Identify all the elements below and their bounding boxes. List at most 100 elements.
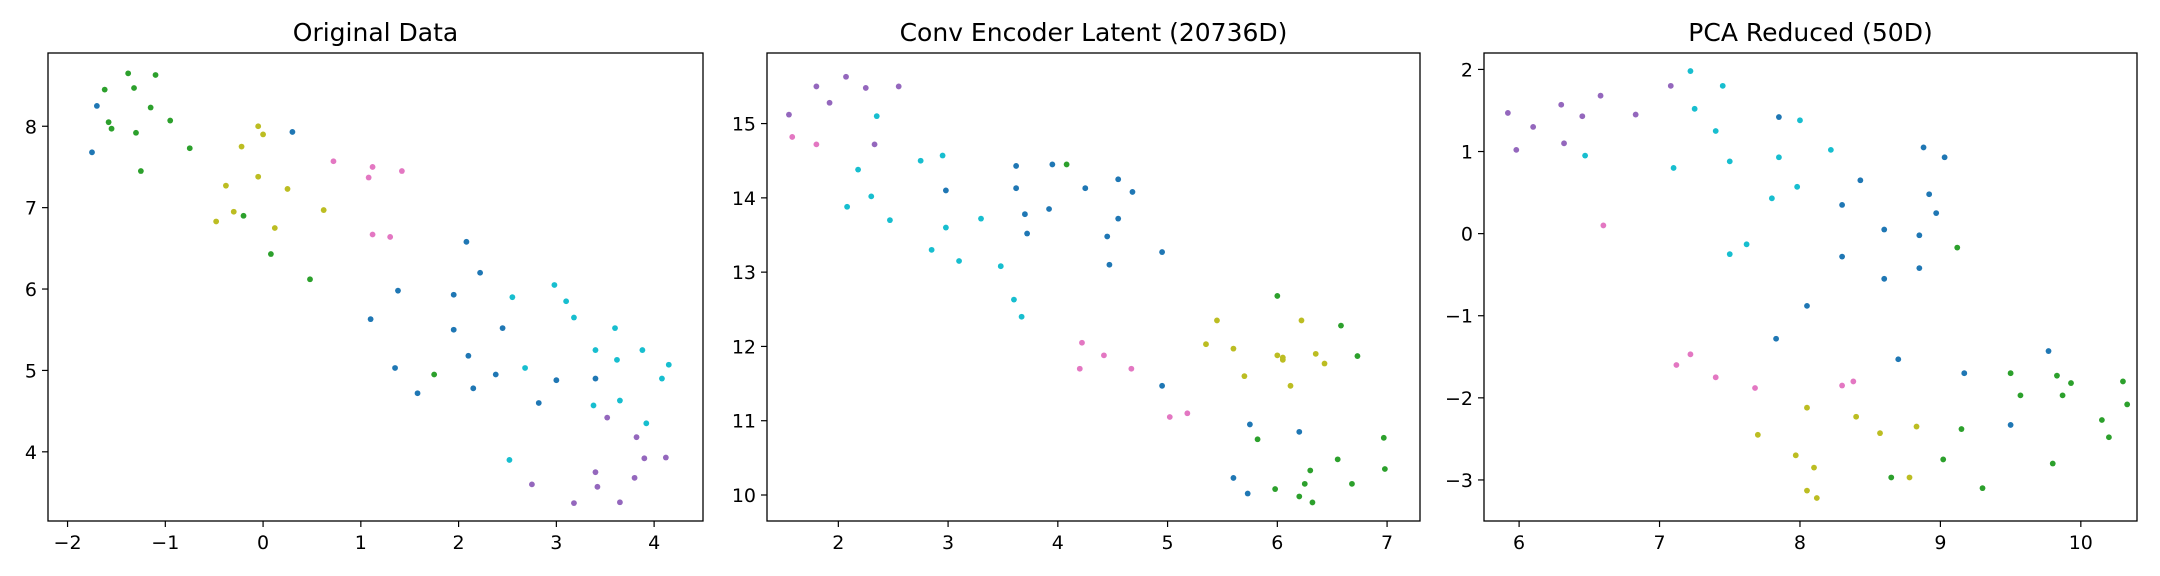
x-tick-label: 6 [1513, 532, 1525, 554]
data-point [592, 375, 599, 382]
data-point [2120, 378, 2126, 385]
data-point [590, 402, 597, 409]
data-point [633, 434, 640, 441]
data-point [93, 103, 100, 109]
data-point [1241, 373, 1248, 380]
data-point [470, 385, 477, 392]
y-tick-label: 2 [1461, 59, 1473, 81]
data-point [1022, 211, 1028, 218]
data-point [284, 186, 291, 192]
x-tick-label: 4 [1052, 532, 1064, 554]
data-point [862, 85, 869, 91]
data-point [2106, 434, 2112, 441]
y-tick-label: 15 [732, 114, 756, 136]
data-point [1214, 317, 1220, 324]
data-point [1230, 475, 1237, 481]
data-point [369, 164, 376, 170]
data-point [786, 111, 792, 118]
data-point [614, 356, 620, 363]
data-point [1230, 345, 1237, 352]
y-tick-label: 8 [25, 116, 37, 138]
data-point [450, 291, 457, 298]
data-point [1274, 293, 1281, 299]
data-point [612, 325, 618, 332]
data-point [1309, 499, 1316, 506]
y-tick-label: 12 [732, 336, 756, 358]
data-point [1712, 374, 1719, 381]
data-point [101, 86, 108, 93]
y-tick-label: 4 [25, 442, 37, 464]
data-point [1687, 351, 1694, 358]
data-point [2007, 422, 2014, 428]
x-tick-label: 6 [1271, 532, 1283, 554]
data-point [1274, 352, 1281, 359]
data-point [1018, 313, 1025, 320]
data-point [330, 158, 337, 165]
data-point [553, 377, 560, 384]
data-point [1881, 275, 1888, 282]
subplot-3: PCA Reduced (50D) 6 7 8 9 10 −3 −2 −1 0 1 2 [1445, 18, 2138, 554]
data-point [1719, 82, 1726, 89]
data-point [1279, 354, 1286, 361]
data-point [414, 390, 421, 397]
data-point [844, 203, 851, 210]
data-point [431, 371, 438, 378]
data-point [641, 455, 648, 462]
data-point [465, 352, 472, 359]
data-point [131, 85, 137, 91]
data-point [223, 182, 229, 189]
data-point [1979, 485, 1986, 492]
x-tick-label: −2 [54, 532, 82, 554]
y-tick-label: 10 [732, 485, 756, 507]
data-point [1933, 210, 1940, 217]
data-point [499, 325, 506, 332]
x-tick-label: 3 [550, 532, 562, 554]
data-point [1244, 490, 1251, 497]
data-point [1307, 467, 1314, 474]
plot-frame [766, 52, 1421, 522]
data-point [665, 361, 672, 368]
data-point [186, 145, 193, 152]
data-point [1128, 365, 1135, 372]
data-point [492, 371, 499, 378]
data-point [1101, 352, 1107, 359]
data-point [1916, 265, 1923, 272]
data-point [868, 193, 875, 200]
data-point [1159, 382, 1165, 389]
data-point [1916, 232, 1923, 239]
data-point [1024, 230, 1031, 237]
x-tick-label: 4 [648, 532, 660, 554]
data-point [1558, 101, 1565, 108]
data-point [659, 375, 665, 382]
data-point [571, 314, 577, 321]
y-tick-label: −1 [1445, 306, 1473, 328]
data-point [997, 263, 1004, 270]
data-point [1321, 360, 1328, 367]
data-point [1687, 68, 1694, 74]
data-point [230, 208, 237, 215]
data-point [2054, 372, 2060, 379]
data-point [1287, 382, 1294, 389]
x-tick-label: 1 [355, 532, 367, 554]
chart-title: Original Data [293, 18, 458, 47]
data-point [2124, 401, 2131, 408]
data-point [2045, 348, 2052, 354]
data-point [463, 238, 470, 245]
y-tick-label: 5 [25, 360, 37, 382]
data-point [260, 131, 266, 138]
y-tick-label: 14 [732, 188, 756, 210]
data-point [392, 365, 398, 371]
data-point [108, 125, 115, 132]
data-point [1913, 423, 1920, 430]
data-point [2017, 392, 2024, 399]
data-point [1726, 158, 1733, 165]
data-point [1850, 378, 1857, 385]
data-point [1082, 185, 1089, 192]
data-point [2007, 370, 2014, 377]
data-point [789, 134, 796, 140]
x-tick-label: 3 [942, 532, 954, 554]
data-point [1013, 163, 1020, 169]
data-point [978, 215, 984, 222]
data-point [1184, 410, 1191, 417]
data-point [1159, 249, 1165, 255]
